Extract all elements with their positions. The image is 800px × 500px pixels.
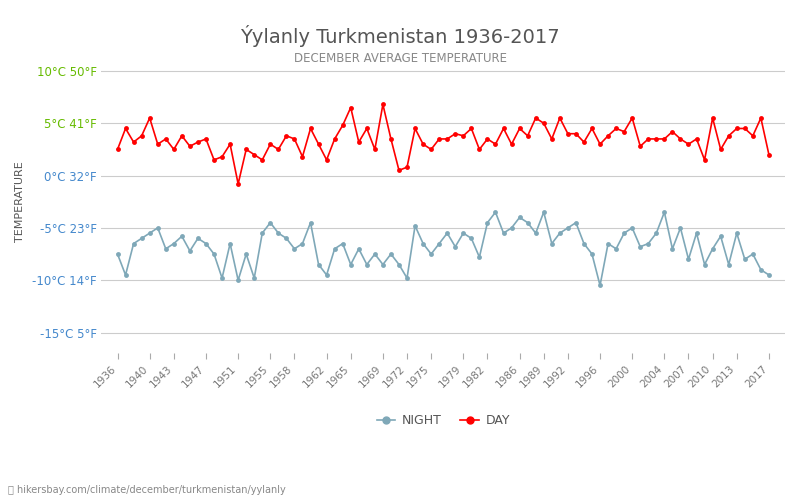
Legend: NIGHT, DAY: NIGHT, DAY — [372, 409, 514, 432]
Text: Ýylanly Turkmenistan 1936-2017: Ýylanly Turkmenistan 1936-2017 — [240, 25, 560, 47]
Y-axis label: TEMPERATURE: TEMPERATURE — [15, 162, 25, 242]
Text: DECEMBER AVERAGE TEMPERATURE: DECEMBER AVERAGE TEMPERATURE — [294, 52, 506, 66]
Text: 🔎 hikersbay.com/climate/december/turkmenistan/yylanly: 🔎 hikersbay.com/climate/december/turkmen… — [8, 485, 286, 495]
